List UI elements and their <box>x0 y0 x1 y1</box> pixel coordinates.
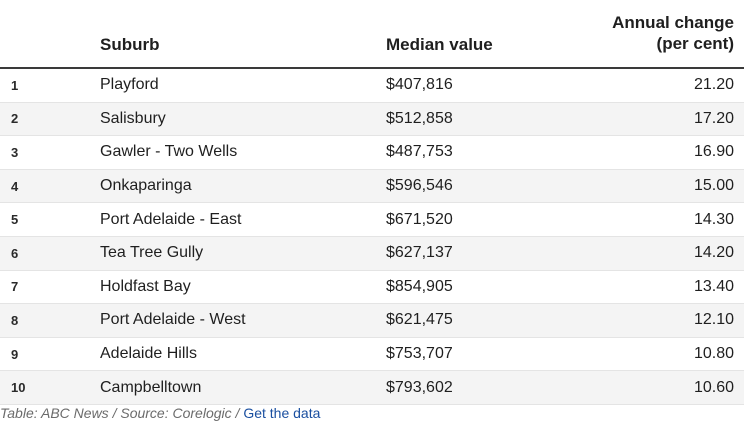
row-annual-change: 14.30 <box>576 202 744 237</box>
row-median-value: $621,475 <box>386 303 576 338</box>
table-row: 6 Tea Tree Gully $627,137 14.20 <box>0 236 744 271</box>
row-rank: 2 <box>0 102 100 137</box>
row-annual-change: 10.80 <box>576 337 744 372</box>
table-row: 5 Port Adelaide - East $671,520 14.30 <box>0 202 744 237</box>
row-rank: 7 <box>0 270 100 305</box>
get-the-data-link[interactable]: Get the data <box>243 405 321 421</box>
row-median-value: $854,905 <box>386 270 576 305</box>
row-median-value: $671,520 <box>386 202 576 237</box>
row-suburb: Playford <box>100 68 386 103</box>
table-row: 1 Playford $407,816 21.20 <box>0 68 744 103</box>
row-annual-change: 14.20 <box>576 236 744 271</box>
footer-separator: / <box>108 405 121 421</box>
row-suburb: Onkaparinga <box>100 169 386 204</box>
source-credit: Source: Corelogic <box>120 405 232 421</box>
table-footer: Table: ABC News / Source: Corelogic / Ge… <box>0 405 320 421</box>
row-annual-change: 16.90 <box>576 135 744 170</box>
header-suburb[interactable]: Suburb <box>100 0 386 69</box>
table-row: 10 Campbelltown $793,602 10.60 <box>0 370 744 405</box>
header-annual-change-line2: (per cent) <box>656 34 734 53</box>
row-suburb: Gawler - Two Wells <box>100 135 386 170</box>
row-annual-change: 17.20 <box>576 102 744 137</box>
table-row: 4 Onkaparinga $596,546 15.00 <box>0 169 744 204</box>
row-suburb: Port Adelaide - West <box>100 303 386 338</box>
row-annual-change: 10.60 <box>576 370 744 405</box>
row-suburb: Salisbury <box>100 102 386 137</box>
row-annual-change: 21.20 <box>576 68 744 103</box>
row-rank: 9 <box>0 337 100 372</box>
row-rank: 3 <box>0 135 100 170</box>
row-suburb: Tea Tree Gully <box>100 236 386 271</box>
table-row: 2 Salisbury $512,858 17.20 <box>0 102 744 137</box>
row-suburb: Adelaide Hills <box>100 337 386 372</box>
table-row: 8 Port Adelaide - West $621,475 12.10 <box>0 303 744 338</box>
row-rank: 5 <box>0 202 100 237</box>
row-rank: 8 <box>0 303 100 338</box>
footer-separator-2: / <box>231 405 244 421</box>
row-median-value: $753,707 <box>386 337 576 372</box>
table-row: 9 Adelaide Hills $753,707 10.80 <box>0 337 744 372</box>
row-median-value: $596,546 <box>386 169 576 204</box>
row-rank: 10 <box>0 370 100 405</box>
row-rank: 4 <box>0 169 100 204</box>
header-annual-change[interactable]: Annual change (per cent) <box>576 0 744 69</box>
row-median-value: $793,602 <box>386 370 576 405</box>
row-median-value: $512,858 <box>386 102 576 137</box>
table-header-row: Suburb Median value Annual change (per c… <box>0 0 744 69</box>
header-median-value[interactable]: Median value <box>386 0 576 69</box>
suburb-value-table: Suburb Median value Annual change (per c… <box>0 0 744 405</box>
row-suburb: Campbelltown <box>100 370 386 405</box>
table-row: 7 Holdfast Bay $854,905 13.40 <box>0 270 744 305</box>
table-credit: Table: ABC News <box>0 405 109 421</box>
header-annual-change-line1: Annual change <box>612 13 734 32</box>
row-median-value: $407,816 <box>386 68 576 103</box>
row-suburb: Port Adelaide - East <box>100 202 386 237</box>
row-rank: 1 <box>0 68 100 103</box>
row-annual-change: 12.10 <box>576 303 744 338</box>
header-rank <box>0 0 100 69</box>
row-annual-change: 13.40 <box>576 270 744 305</box>
row-median-value: $627,137 <box>386 236 576 271</box>
row-rank: 6 <box>0 236 100 271</box>
table-body: 1 Playford $407,816 21.20 2 Salisbury $512,858… <box>0 68 744 405</box>
row-median-value: $487,753 <box>386 135 576 170</box>
row-annual-change: 15.00 <box>576 169 744 204</box>
table-row: 3 Gawler - Two Wells $487,753 16.90 <box>0 135 744 170</box>
row-suburb: Holdfast Bay <box>100 270 386 305</box>
